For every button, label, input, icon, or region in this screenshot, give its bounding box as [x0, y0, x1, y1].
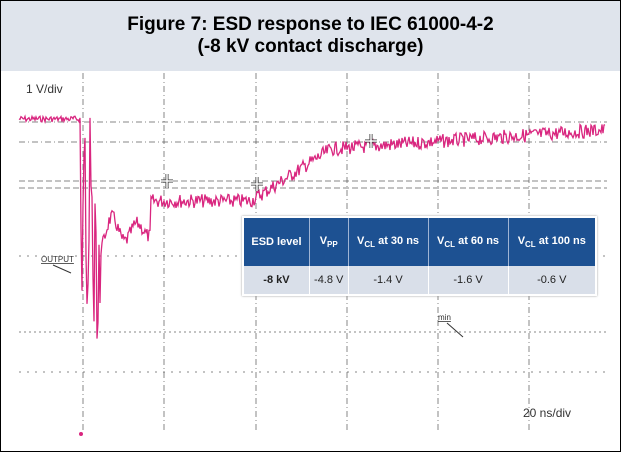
- header-cell: VCL at 30 ns: [348, 217, 428, 266]
- figure: Figure 7: ESD response to IEC 61000-4-2 …: [0, 0, 621, 452]
- header-text: V: [320, 235, 327, 247]
- table-body: -8 kV-4.8 V-1.4 V-1.6 V-0.6 V: [243, 266, 596, 295]
- header-text: ESD level: [251, 236, 301, 248]
- table-cell: -8 kV: [243, 266, 309, 295]
- table-cell: -1.4 V: [348, 266, 428, 295]
- trigger-marker: [79, 432, 83, 436]
- table-row: -8 kV-4.8 V-1.4 V-1.6 V-0.6 V: [243, 266, 596, 295]
- header-text: at 60 ns: [455, 235, 499, 247]
- header-cell: VCL at 60 ns: [428, 217, 508, 266]
- header-text: CL: [525, 240, 536, 249]
- vertical-scale: 1 V/div: [26, 82, 63, 96]
- table-cell: -0.6 V: [508, 266, 596, 295]
- header-text: V: [518, 235, 525, 247]
- table-cell: -4.8 V: [309, 266, 348, 295]
- trace-label: OUTPUT: [41, 255, 74, 264]
- header-cell: VCL at 100 ns: [508, 217, 596, 266]
- table-cell: -1.6 V: [428, 266, 508, 295]
- marker-label: min: [438, 313, 451, 322]
- header-text: at 30 ns: [375, 235, 419, 247]
- header-text: at 100 ns: [536, 235, 586, 247]
- horizontal-scale: 20 ns/div: [523, 406, 571, 420]
- header-cell: VPP: [309, 217, 348, 266]
- header-text: CL: [364, 240, 375, 249]
- header-text: PP: [327, 240, 338, 249]
- header-text: CL: [444, 240, 455, 249]
- header-cell: ESD level: [243, 217, 309, 266]
